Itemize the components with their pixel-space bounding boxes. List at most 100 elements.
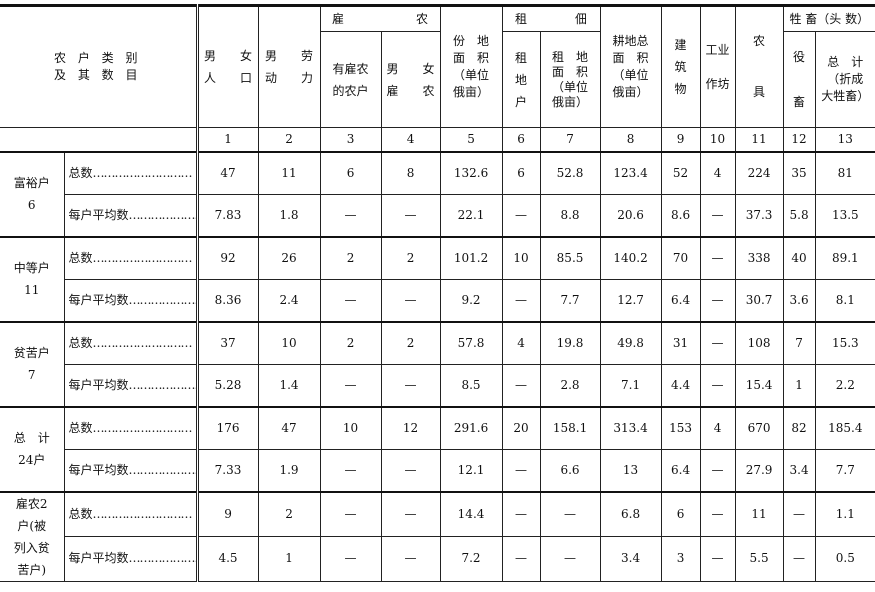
leader-dots: ………………………: [92, 165, 193, 180]
leader-dots: ………………………: [92, 506, 193, 521]
cell-value: 1.9: [257, 448, 321, 492]
cell-value: 1: [782, 363, 816, 407]
col-header-3: 有雇农 的农户: [320, 31, 382, 128]
cell-value: 40: [782, 235, 816, 280]
cell-value: 8.8: [539, 193, 601, 237]
cell-value: 2.8: [539, 363, 601, 407]
cell-value: —: [539, 490, 601, 537]
cell-value: 123.4: [599, 150, 662, 195]
cell-value: —: [380, 278, 441, 322]
cell-value: —: [699, 490, 736, 537]
cell-value: 92: [196, 235, 259, 280]
cell-value: 2: [319, 320, 382, 365]
cell-value: —: [699, 536, 736, 582]
table-row: 每户平均数………………………7.331.9——12.1—6.6136.4—27.…: [0, 448, 875, 492]
cell-value: 3.4: [782, 448, 816, 492]
cell-value: 7.7: [814, 448, 875, 492]
col-header-4: 男 女 雇 农: [380, 31, 441, 128]
cell-value: 5.8: [782, 193, 816, 237]
cell-value: 5.28: [196, 363, 259, 407]
cell-value: 19.8: [539, 320, 601, 365]
cell-value: —: [699, 278, 736, 322]
cell-value: 7: [782, 320, 816, 365]
cell-value: 185.4: [814, 405, 875, 450]
table-row: 雇农2 户(被 列入贫 苦户) 总数……………………… 9 2— —14.4— —6.8 6…: [0, 490, 875, 582]
column-number: 10: [699, 127, 736, 152]
cell-value: 10: [319, 405, 382, 450]
cell-value: 2: [319, 235, 382, 280]
cell-value: 37.3: [734, 193, 784, 237]
cell-value: 12.1: [439, 448, 503, 492]
column-number: 12: [782, 127, 816, 152]
col-header-10: 工业 作坊: [699, 5, 736, 128]
row-label: 总数………………………: [63, 490, 199, 537]
column-number: 6: [501, 127, 541, 152]
row-label-text: 每户平均数: [68, 377, 129, 392]
table-row: 贫苦户 7 总数……………………… 37 10 2 2 57.8 4 19.8 49.8 31—10…: [0, 320, 875, 407]
row-label-text: 总数: [68, 250, 93, 265]
row-label-text: 总数: [68, 420, 93, 435]
column-number: 2: [257, 127, 321, 152]
row-label: 总数………………………: [63, 405, 199, 450]
cell-value: —: [782, 490, 816, 537]
cell-value: 6.8: [599, 490, 662, 537]
cell-value: 2: [380, 235, 441, 280]
cell-value: 3: [660, 536, 701, 582]
row-label-text: 每户平均数: [68, 551, 129, 566]
leader-dots: ………………………: [128, 551, 195, 566]
cell-value: 6.4: [660, 448, 701, 492]
cell-value: 8: [380, 150, 441, 195]
cell-value: 7.83: [196, 193, 259, 237]
cell-value: 8.6: [660, 193, 701, 237]
leader-dots: ………………………: [128, 292, 195, 307]
leader-dots: ………………………: [92, 420, 193, 435]
cell-value: 57.8: [439, 320, 503, 365]
cell-value: 7.2: [439, 536, 503, 582]
cell-value: 2.2: [814, 363, 875, 407]
leader-dots: ………………………: [92, 335, 193, 350]
col-header-11: 农 具: [734, 5, 784, 128]
cell-value: 3.4: [599, 536, 662, 582]
cell-value: 7.33: [196, 448, 259, 492]
col-header-7: 租 地 面 积 （单位 俄亩）: [539, 31, 601, 128]
cell-value: 108: [734, 320, 784, 365]
cell-value: 0.5: [814, 536, 875, 582]
cell-value: 8.36: [196, 278, 259, 322]
cell-value: 15.3: [814, 320, 875, 365]
col-header-1: 男 女 人 口: [196, 5, 259, 128]
cell-value: —: [501, 536, 541, 582]
column-number: 9: [660, 127, 701, 152]
row-label: 总数………………………: [63, 320, 199, 365]
cell-value: 20: [501, 405, 541, 450]
row-label: 每户平均数………………………: [64, 363, 199, 407]
cell-value: 22.1: [439, 193, 503, 237]
corner-header: 农 户 类 别 及 其 数 目: [0, 5, 199, 128]
cell-value: 6.4: [660, 278, 701, 322]
cell-value: 224: [734, 150, 784, 195]
row-label-text: 每户平均数: [68, 207, 129, 222]
row-label: 总数………………………: [63, 150, 199, 195]
cell-value: —: [699, 320, 736, 365]
cell-value: 176: [196, 405, 259, 450]
cell-value: 4: [699, 405, 736, 450]
cell-value: 4.4: [660, 363, 701, 407]
cell-value: 20.6: [599, 193, 662, 237]
table-row: 每户平均数………………………8.362.4——9.2—7.712.76.4—30…: [0, 278, 875, 322]
cell-value: —: [380, 490, 441, 537]
cell-value: —: [319, 363, 382, 407]
cell-value: 11: [734, 490, 784, 537]
cell-value: 4.5: [196, 536, 259, 582]
table-row: 富裕户 6 总数……………………… 47 11 6 8 132.6 6 52.8 123.4 52 4…: [0, 150, 875, 237]
cell-value: —: [319, 193, 382, 237]
col-header-12: 役 畜: [782, 31, 816, 128]
cell-value: 8.5: [439, 363, 503, 407]
cell-value: 7.1: [599, 363, 662, 407]
cell-value: 153: [660, 405, 701, 450]
row-label: 总数………………………: [63, 235, 199, 280]
table-row: 中等户 11 总数……………………… 92 26 2 2 101.2 10 85.5 140.2 7…: [0, 235, 875, 322]
col-header-5: 份 地 面 积 （单位 俄亩）: [439, 5, 503, 128]
cell-value: 1: [257, 536, 321, 582]
cell-value: 47: [257, 405, 321, 450]
cell-value: —: [319, 536, 382, 582]
cell-value: 49.8: [599, 320, 662, 365]
